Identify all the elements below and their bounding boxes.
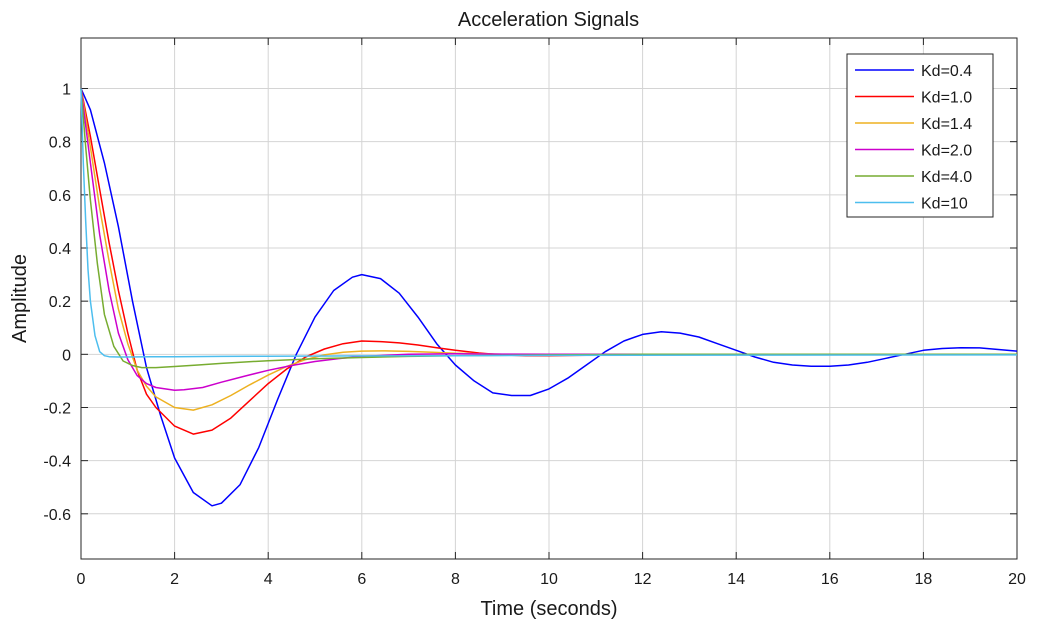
y-tick-label: -0.6: [43, 507, 71, 524]
x-tick-label: 12: [634, 571, 652, 588]
y-tick-label: 0: [62, 347, 71, 364]
y-tick-label: -0.4: [43, 454, 71, 471]
y-tick-label: 0.6: [49, 188, 71, 205]
y-tick-label: 0.2: [49, 294, 71, 311]
legend-label: Kd=1.0: [921, 90, 972, 107]
y-tick-label: 1: [62, 82, 71, 99]
x-tick-label: 16: [821, 571, 839, 588]
legend: Kd=0.4 Kd=1.0 Kd=1.4 Kd=2.0 Kd=4.0 Kd=10: [846, 53, 994, 218]
x-tick-label: 14: [727, 571, 745, 588]
axis-ticks: 0 2 4 6 8 10 12 14 16 18 20 -0.6 -0.4 -0.2 0 0.2 0.4 0.6 0…: [43, 38, 1026, 588]
x-tick-label: 8: [451, 571, 460, 588]
x-tick-label: 18: [915, 571, 933, 588]
y-tick-label: 0.8: [49, 135, 71, 152]
series-line-4: [80, 88, 1017, 391]
series-line-6: [80, 88, 1018, 358]
legend-label: Kd=1.4: [921, 116, 972, 133]
x-axis-label: Time (seconds): [480, 598, 617, 620]
series-lines: [80, 88, 1018, 507]
x-tick-label: 2: [170, 571, 179, 588]
x-tick-label: 0: [77, 571, 86, 588]
x-tick-label: 6: [357, 571, 366, 588]
y-tick-label: 0.4: [49, 241, 71, 258]
legend-label: Kd=10: [921, 196, 968, 213]
x-tick-label: 4: [264, 571, 273, 588]
y-tick-label: -0.2: [43, 400, 71, 417]
x-tick-label: 10: [540, 571, 558, 588]
legend-box: [846, 53, 994, 218]
x-tick-label: 20: [1008, 571, 1026, 588]
y-axis-label: Amplitude: [9, 254, 31, 343]
chart-title: Acceleration Signals: [458, 9, 639, 31]
legend-label: Kd=0.4: [921, 63, 972, 80]
legend-label: Kd=4.0: [921, 169, 972, 186]
series-line-1: [80, 88, 1018, 507]
legend-label: Kd=2.0: [921, 143, 972, 160]
